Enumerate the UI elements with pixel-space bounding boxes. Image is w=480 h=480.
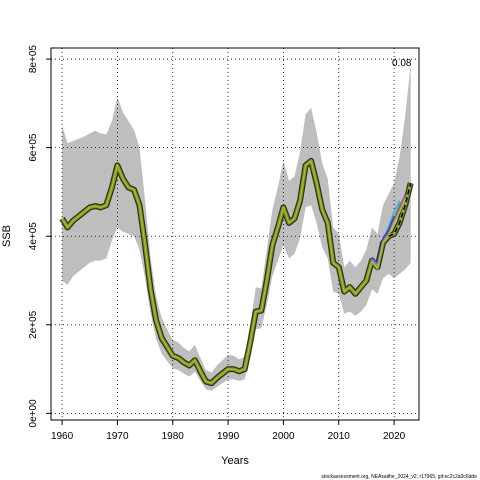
x-tick-label: 1970 — [106, 431, 129, 442]
source-text: stockassessment.org, NEAsaithe_2024_v2, … — [321, 474, 477, 480]
x-tick-label: 2010 — [328, 431, 351, 442]
retro-series-line — [371, 195, 406, 272]
x-tick-label: 1960 — [51, 431, 74, 442]
x-axis: 1960 1970 1980 1990 2000 2010 2020 — [51, 420, 406, 442]
x-axis-title: Years — [221, 455, 249, 467]
estimate-highlight — [61, 160, 412, 384]
retro-series-line — [371, 215, 395, 265]
plot-frame — [50, 47, 420, 421]
x-tick-label: 1980 — [162, 431, 185, 442]
y-tick-label: 4e+05 — [28, 222, 39, 251]
y-tick-label: 6e+05 — [28, 133, 39, 162]
x-tick-label: 1990 — [217, 431, 240, 442]
x-tick-label: 2000 — [272, 431, 295, 442]
projection-line — [388, 182, 412, 237]
x-tick-label: 2020 — [383, 431, 406, 442]
ci-band-layer — [62, 63, 411, 391]
y-tick-label: 2e+05 — [28, 310, 39, 339]
y-tick-label: 8e+05 — [28, 45, 39, 74]
y-axis: 0e+00 2e+05 4e+05 6e+05 8e+05 — [28, 45, 51, 428]
annotation-label: 0.08 — [392, 58, 412, 69]
y-tick-label: 0e+00 — [28, 399, 39, 428]
grid-layer — [51, 48, 419, 420]
y-axis-title: SSB — [1, 225, 13, 247]
retro-series-line — [371, 198, 406, 270]
confidence-band — [62, 63, 411, 391]
lines-layer — [59, 157, 414, 387]
